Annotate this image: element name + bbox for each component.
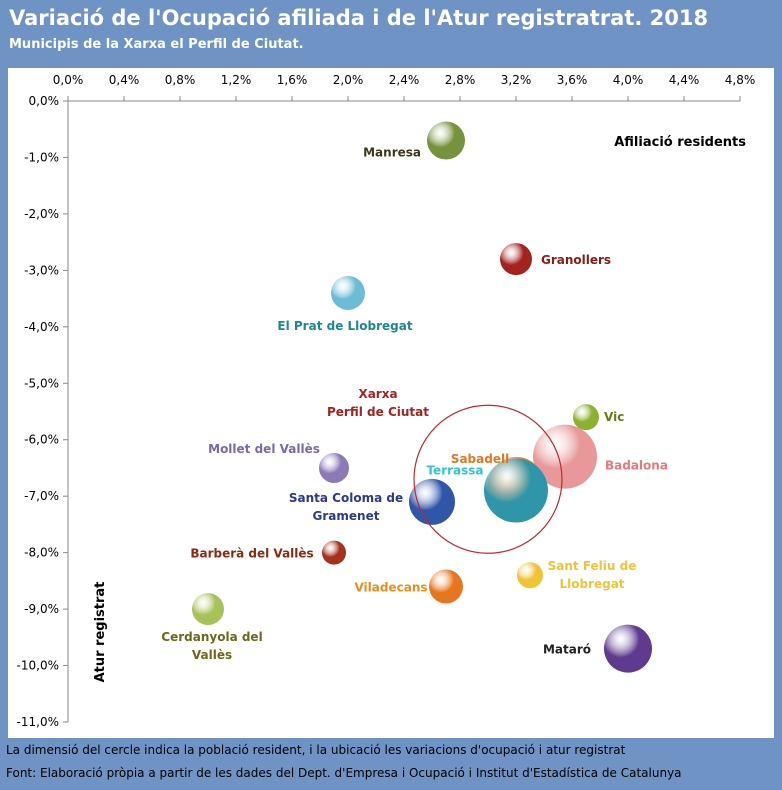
bubble-terrassa — [484, 458, 548, 523]
bubbles — [192, 121, 652, 673]
point-label: Mollet del Vallès — [208, 442, 320, 456]
point-label: Barberà del Vallès — [190, 547, 313, 561]
x-tick-label: 0,8% — [165, 73, 196, 87]
chart-subtitle: Municipis de la Xarxa el Perfil de Ciuta… — [9, 37, 304, 52]
bubble-matar- — [604, 624, 652, 673]
reference-ring — [413, 404, 563, 554]
y-tick-label: -6,0% — [24, 433, 59, 447]
axes: 0,0% 0,4% 0,8% 1,2% 1,6% 2,0% 2,4% 2,8% 3,2% 3,6%… — [17, 73, 756, 729]
bubble-mollet-del-vall-s — [319, 452, 349, 483]
x-tick-label: 4,4% — [669, 73, 700, 87]
source-note: Font: Elaboració pròpia a partir de les … — [6, 766, 682, 780]
point-label: Sabadell — [451, 452, 509, 466]
x-tick-label: 2,8% — [445, 73, 476, 87]
frame-right-band — [774, 68, 782, 738]
y-axis-title: Atur registrat — [93, 582, 108, 683]
bubble-sant-feliu-de-llobregat — [517, 562, 543, 589]
y-tick-label: -2,0% — [24, 207, 59, 221]
point-label: Vic — [604, 410, 624, 424]
chart-title: Variació de l'Ocupació afiliada i de l'A… — [9, 6, 709, 30]
point-label: Terrassa — [426, 464, 483, 478]
y-tick-label: -7,0% — [24, 489, 59, 503]
y-tick-label: -11,0% — [17, 715, 59, 729]
y-tick-label: -5,0% — [24, 376, 59, 390]
y-tick-label: -1,0% — [24, 150, 59, 164]
bubble-manresa — [427, 121, 465, 160]
chart-header: Variació de l'Ocupació afiliada i de l'A… — [0, 0, 782, 68]
x-tick-label: 4,8% — [725, 73, 756, 87]
x-tick-label: 4,0% — [613, 73, 644, 87]
point-label: Badalona — [605, 459, 668, 473]
x-tick-label: 2,4% — [389, 73, 420, 87]
point-label: Manresa — [363, 146, 421, 160]
frame-left-band — [0, 68, 8, 738]
point-labels: Xarxa Perfil de Ciutat Manresa Granollers El… — [161, 146, 668, 663]
bubble-el-prat-de-llobregat — [331, 275, 365, 310]
x-tick-label: 2,0% — [333, 73, 364, 87]
x-tick-label: 1,6% — [277, 73, 308, 87]
bubble-santa-coloma-de-gramenet — [409, 478, 455, 525]
bubble-barber-del-vall-s — [322, 540, 346, 565]
x-tick-label: 3,6% — [557, 73, 588, 87]
plot-background — [8, 68, 774, 738]
point-label: Cerdanyola del Vallès — [161, 630, 262, 662]
x-tick-label: 1,2% — [221, 73, 252, 87]
y-tick-label: -3,0% — [24, 263, 59, 277]
y-tick-label: -8,0% — [24, 546, 59, 560]
y-tick-label: -9,0% — [24, 602, 59, 616]
y-tick-label: -10,0% — [17, 659, 59, 673]
bubble-badalona — [533, 424, 597, 489]
x-axis-title: Afiliació residents — [614, 135, 746, 150]
bubble-cerdanyola-del-vall-s — [192, 593, 224, 626]
x-tick-label: 0,0% — [53, 73, 84, 87]
point-label: Viladecans — [354, 581, 427, 595]
point-label: Santa Coloma de Gramenet — [289, 491, 403, 523]
x-tick-label: 0,4% — [109, 73, 140, 87]
point-label: Granollers — [541, 253, 611, 267]
y-tick-label: -4,0% — [24, 320, 59, 334]
bubble-granollers — [500, 243, 532, 276]
chart-footer — [0, 738, 782, 790]
point-label: El Prat de Llobregat — [277, 319, 412, 333]
point-label: Sant Feliu de Llobregat — [548, 559, 637, 591]
bubble-viladecans — [429, 569, 463, 604]
x-tick-label: 3,2% — [501, 73, 532, 87]
point-label: Mataró — [543, 643, 591, 657]
footnote: La dimensió del cercle indica la poblaci… — [6, 743, 626, 757]
bubble-vic — [573, 404, 599, 431]
y-tick-label: 0,0% — [29, 94, 60, 108]
reference-label: Xarxa Perfil de Ciutat — [327, 387, 429, 419]
